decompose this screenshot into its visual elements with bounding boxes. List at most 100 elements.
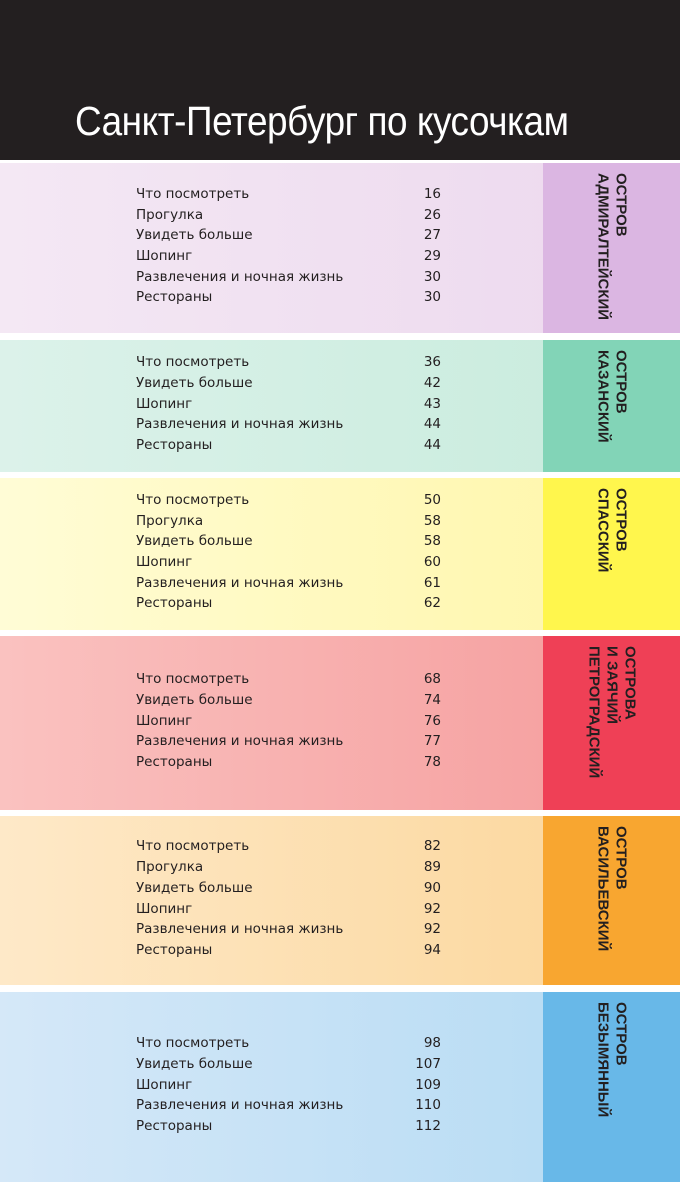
- toc-label: Прогулка: [136, 206, 204, 223]
- toc-row: Что посмотреть 68: [0, 671, 680, 692]
- toc-page: 78: [423, 754, 441, 771]
- toc-row: Шопинг 76: [0, 713, 680, 734]
- toc-label: Прогулка: [136, 512, 204, 529]
- toc-label: Увидеть больше: [136, 1055, 253, 1072]
- tab-text: АДМИРАЛТЕЙСКИЙ ОСТРОВ: [543, 173, 680, 320]
- tab-text: КАЗАНСКИЙ ОСТРОВ: [543, 350, 680, 443]
- section: ПЕТРОГРАДСКИЙ И ЗАЯЧИЙ ОСТРОВА Что посмотре…: [0, 636, 680, 810]
- toc-page: 62: [423, 595, 441, 612]
- header: Санкт-Петербург по кусочкам: [0, 0, 680, 160]
- toc-label: Развлечения и ночная жизнь: [136, 1097, 344, 1114]
- toc-label: Рестораны: [136, 437, 213, 454]
- toc-label: Шопинг: [136, 1076, 193, 1093]
- toc-row: Увидеть больше 42: [0, 375, 680, 396]
- toc-label: Шопинг: [136, 554, 193, 570]
- section-tab: ПЕТРОГРАДСКИЙ И ЗАЯЧИЙ ОСТРОВА: [543, 636, 680, 810]
- toc-row: Увидеть больше 90: [0, 880, 680, 901]
- title: Санкт-Петербург по кусочкам: [75, 98, 569, 144]
- toc-row: Рестораны 112: [0, 1118, 680, 1139]
- toc-label: Развлечения и ночная жизнь: [136, 921, 344, 938]
- toc-row: Увидеть больше 27: [0, 227, 680, 248]
- toc-row: Развлечения и ночная жизнь 30: [0, 269, 680, 290]
- toc-row: Развлечения и ночная жизнь 44: [0, 416, 680, 437]
- toc-page: 29: [423, 248, 441, 264]
- toc-page: 107: [415, 1055, 441, 1072]
- toc-page: 30: [423, 268, 441, 285]
- tab-line: И ЗАЯЧИЙ: [603, 646, 621, 725]
- toc-label: Что посмотреть: [136, 1035, 250, 1052]
- tab-line: ПЕТРОГРАДСКИЙ: [585, 646, 603, 779]
- tab-text: ПЕТРОГРАДСКИЙ И ЗАЯЧИЙ ОСТРОВА: [543, 646, 680, 778]
- section: ВАСИЛЬЕВСКИЙ ОСТРОВ Что посмотреть 82 Прогул…: [0, 816, 680, 985]
- toc-page: 77: [423, 733, 441, 750]
- toc-label: Увидеть больше: [136, 533, 253, 550]
- toc-label: Рестораны: [136, 754, 213, 771]
- tab-line: ОСТРОВ: [612, 826, 630, 890]
- toc-row: Развлечения и ночная жизнь 61: [0, 575, 680, 596]
- toc-label: Шопинг: [136, 248, 193, 264]
- tab-line: ОСТРОВ: [612, 350, 630, 414]
- toc-page: 94: [423, 941, 441, 958]
- section: СПАССКИЙ ОСТРОВ Что посмотреть 50 Прогулка 58…: [0, 478, 680, 630]
- toc-row: Увидеть больше 107: [0, 1056, 680, 1077]
- toc-label: Увидеть больше: [136, 227, 253, 244]
- toc-page: 92: [423, 921, 441, 938]
- toc-page: 112: [415, 1118, 441, 1135]
- toc-label: Развлечения и ночная жизнь: [136, 416, 344, 433]
- toc-page: 89: [423, 859, 441, 876]
- tab-line: ОСТРОВ: [612, 173, 630, 237]
- tab-text: СПАССКИЙ ОСТРОВ: [543, 488, 680, 572]
- toc-row: Что посмотреть 36: [0, 354, 680, 375]
- toc-row: Увидеть больше 58: [0, 533, 680, 554]
- tab-text: БЕЗЫМЯННЫЙ ОСТРОВ: [543, 1002, 680, 1117]
- toc-page: 44: [423, 437, 441, 454]
- toc-page: 109: [415, 1076, 441, 1093]
- tab-line: ОСТРОВ: [612, 488, 630, 552]
- toc-row: Увидеть больше 74: [0, 692, 680, 713]
- toc-page: 30: [423, 289, 441, 306]
- toc-row: Шопинг 43: [0, 396, 680, 417]
- toc-row: Прогулка 89: [0, 859, 680, 880]
- toc-page: 74: [423, 691, 441, 708]
- toc-row: Шопинг 92: [0, 901, 680, 922]
- toc-label: Что посмотреть: [136, 185, 250, 202]
- toc-page: 60: [423, 554, 441, 570]
- toc-label: Что посмотреть: [136, 838, 250, 855]
- tab-line: СПАССКИЙ: [594, 488, 612, 573]
- toc-label: Увидеть больше: [136, 879, 253, 896]
- toc-row: Шопинг 60: [0, 554, 680, 575]
- section: КАЗАНСКИЙ ОСТРОВ Что посмотреть 36 Увидеть б…: [0, 340, 680, 472]
- toc-label: Рестораны: [136, 1118, 213, 1135]
- toc-page: 50: [423, 491, 441, 508]
- toc-page: 43: [423, 395, 441, 412]
- toc-label: Увидеть больше: [136, 374, 253, 391]
- toc-page: 76: [423, 712, 441, 729]
- section-tab: АДМИРАЛТЕЙСКИЙ ОСТРОВ: [543, 163, 680, 333]
- toc-label: Развлечения и ночная жизнь: [136, 268, 344, 285]
- toc-row: Шопинг 29: [0, 248, 680, 269]
- toc-page: 36: [423, 354, 441, 371]
- toc-row: Рестораны 30: [0, 289, 680, 310]
- section-tab: ВАСИЛЬЕВСКИЙ ОСТРОВ: [543, 816, 680, 985]
- toc-row: Рестораны 94: [0, 942, 680, 963]
- toc-label: Рестораны: [136, 289, 213, 306]
- toc-row: Рестораны 62: [0, 595, 680, 616]
- tab-line: АДМИРАЛТЕЙСКИЙ: [594, 173, 612, 321]
- toc-label: Что посмотреть: [136, 491, 250, 508]
- section-tab: СПАССКИЙ ОСТРОВ: [543, 478, 680, 630]
- toc-row: Рестораны 78: [0, 754, 680, 775]
- toc-page: 92: [423, 900, 441, 917]
- section: БЕЗЫМЯННЫЙ ОСТРОВ Что посмотреть 98 Увидеть …: [0, 992, 680, 1182]
- toc-label: Прогулка: [136, 859, 204, 876]
- toc-row: Прогулка 58: [0, 513, 680, 534]
- toc-row: Что посмотреть 82: [0, 838, 680, 859]
- toc-page: 98: [423, 1035, 441, 1052]
- toc-row: Развлечения и ночная жизнь 110: [0, 1097, 680, 1118]
- toc-page: 26: [423, 206, 441, 223]
- toc-page: 44: [423, 416, 441, 433]
- toc-page: 82: [423, 838, 441, 855]
- toc-row: Шопинг 109: [0, 1077, 680, 1098]
- toc-row: Что посмотреть 98: [0, 1035, 680, 1056]
- toc-page: 42: [423, 374, 441, 391]
